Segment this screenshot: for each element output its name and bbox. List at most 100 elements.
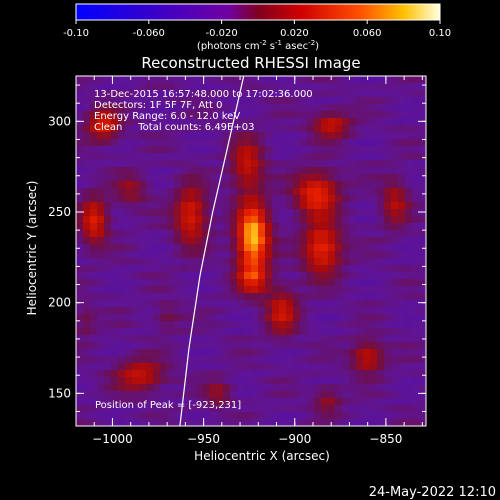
- heatmap-cell: [363, 412, 371, 420]
- heatmap-cell: [125, 230, 133, 238]
- heatmap-cell: [83, 419, 91, 426]
- heatmap-cell: [188, 412, 196, 420]
- heatmap-cell: [377, 419, 385, 426]
- heatmap-cell: [419, 321, 426, 329]
- heatmap-cell: [335, 111, 343, 119]
- heatmap-cell: [97, 83, 105, 91]
- heatmap-cell: [160, 258, 168, 266]
- heatmap-cell: [272, 188, 280, 196]
- heatmap-cell: [174, 272, 182, 280]
- heatmap-cell: [125, 272, 133, 280]
- heatmap-cell: [342, 230, 350, 238]
- heatmap-cell: [328, 167, 336, 175]
- heatmap-cell: [83, 258, 91, 266]
- heatmap-cell: [265, 265, 273, 273]
- heatmap-cell: [391, 195, 399, 203]
- heatmap-cell: [370, 286, 378, 294]
- heatmap-cell: [349, 300, 357, 308]
- heatmap-cell: [132, 251, 140, 259]
- heatmap-cell: [209, 342, 217, 350]
- heatmap-cell: [293, 405, 301, 413]
- heatmap-cell: [300, 356, 308, 364]
- heatmap-cell: [181, 293, 189, 301]
- heatmap-cell: [160, 188, 168, 196]
- heatmap-cell: [272, 293, 280, 301]
- heatmap-cell: [370, 279, 378, 287]
- solar-limb-line: [179, 76, 245, 426]
- heatmap-cell: [132, 118, 140, 126]
- heatmap-cell: [230, 202, 238, 210]
- heatmap-cell: [293, 342, 301, 350]
- heatmap-cell: [195, 111, 203, 119]
- heatmap-cell: [216, 342, 224, 350]
- heatmap-cell: [76, 328, 84, 336]
- heatmap-cell: [314, 391, 322, 399]
- heatmap-cell: [125, 377, 133, 385]
- heatmap-cell: [384, 391, 392, 399]
- heatmap-cell: [139, 265, 147, 273]
- heatmap-cell: [272, 132, 280, 140]
- heatmap-cell: [258, 328, 266, 336]
- heatmap-cell: [300, 118, 308, 126]
- heatmap-cell: [181, 146, 189, 154]
- heatmap-cell: [377, 237, 385, 245]
- heatmap-cell: [265, 167, 273, 175]
- heatmap-cell: [419, 244, 426, 252]
- heatmap-cell: [251, 118, 259, 126]
- heatmap-cell: [97, 90, 105, 98]
- heatmap-cell: [111, 293, 119, 301]
- heatmap-cell: [349, 405, 357, 413]
- heatmap-cell: [146, 328, 154, 336]
- heatmap-cell: [384, 251, 392, 259]
- heatmap-cell: [97, 370, 105, 378]
- heatmap-cell: [237, 398, 245, 406]
- heatmap-cell: [174, 412, 182, 420]
- heatmap-cell: [223, 111, 231, 119]
- heatmap-cell: [300, 104, 308, 112]
- heatmap-cell: [272, 202, 280, 210]
- heatmap-cell: [349, 146, 357, 154]
- heatmap-cell: [251, 300, 259, 308]
- heatmap-cell: [167, 370, 175, 378]
- heatmap-cell: [363, 132, 371, 140]
- heatmap-cell: [328, 188, 336, 196]
- heatmap-cell: [293, 167, 301, 175]
- heatmap-cell: [286, 160, 294, 168]
- heatmap-cell: [349, 370, 357, 378]
- heatmap-cell: [237, 300, 245, 308]
- heatmap-cell: [111, 286, 119, 294]
- heatmap-cell: [342, 272, 350, 280]
- heatmap-cell: [167, 335, 175, 343]
- heatmap-cell: [412, 300, 420, 308]
- heatmap-cell: [328, 356, 336, 364]
- heatmap-cell: [314, 335, 322, 343]
- heatmap-cell: [153, 90, 161, 98]
- heatmap-cell: [265, 216, 273, 224]
- heatmap-cell: [321, 279, 329, 287]
- heatmap-cell: [279, 223, 287, 231]
- heatmap-cell: [125, 279, 133, 287]
- heatmap-cell: [391, 202, 399, 210]
- heatmap-cell: [195, 412, 203, 420]
- heatmap-cell: [293, 90, 301, 98]
- heatmap-cell: [356, 181, 364, 189]
- heatmap-cell: [342, 237, 350, 245]
- heatmap-cell: [230, 279, 238, 287]
- heatmap-cell: [244, 279, 252, 287]
- heatmap-cell: [391, 377, 399, 385]
- heatmap-cell: [272, 398, 280, 406]
- heatmap-cell: [335, 139, 343, 147]
- heatmap-cell: [188, 279, 196, 287]
- heatmap-cell: [223, 118, 231, 126]
- heatmap-cell: [132, 335, 140, 343]
- heatmap-cell: [244, 391, 252, 399]
- heatmap-cell: [356, 419, 364, 426]
- heatmap-cell: [293, 139, 301, 147]
- heatmap-cell: [349, 118, 357, 126]
- heatmap-cell: [335, 321, 343, 329]
- heatmap-cell: [314, 405, 322, 413]
- heatmap-cell: [223, 97, 231, 105]
- heatmap-cell: [307, 405, 315, 413]
- heatmap-cell: [195, 181, 203, 189]
- heatmap-cell: [342, 90, 350, 98]
